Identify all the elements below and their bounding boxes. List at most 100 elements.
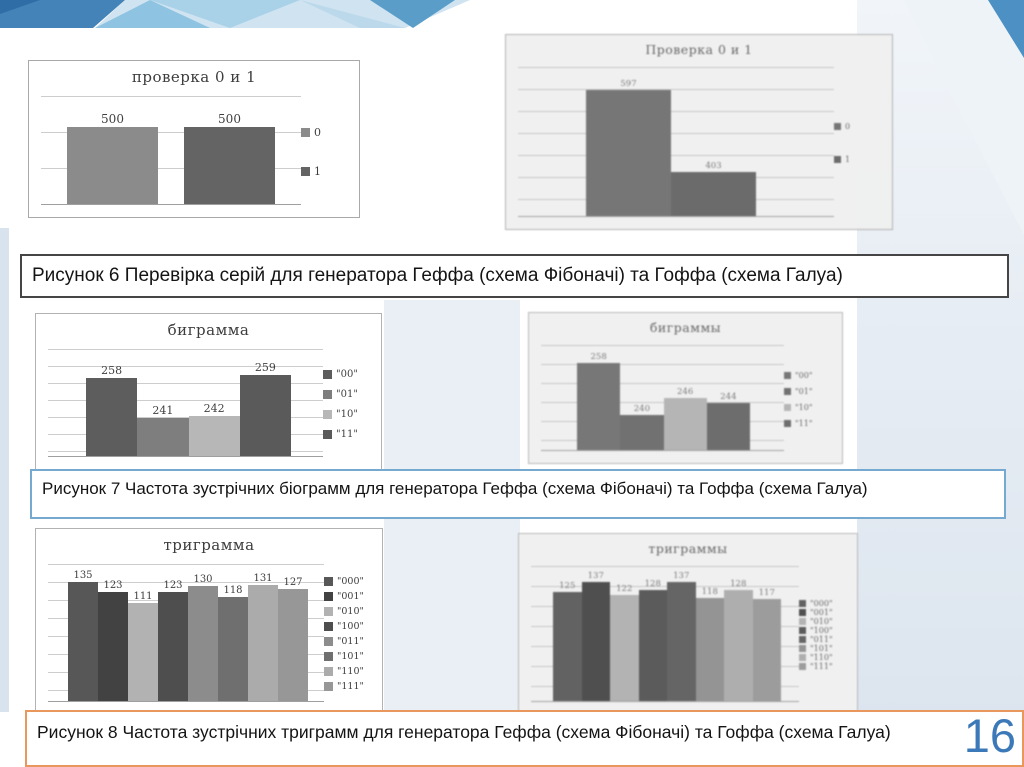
chart-title: биграммы [649, 320, 722, 335]
plot-area: 500 500 [41, 96, 301, 205]
legend-swatch-icon [799, 618, 806, 625]
legend-item: "111" [324, 681, 374, 692]
bar [671, 172, 756, 216]
chart-bigram-goffa: биграммы 258 240 246 244 "00" "01" "10" "11" [528, 312, 843, 464]
legend-label: "111" [337, 681, 364, 692]
legend-label: "000" [337, 576, 364, 587]
bar-value-label: 246 [677, 386, 694, 397]
left-background-strip [0, 228, 9, 712]
bar [752, 599, 781, 701]
figure8-caption: Рисунок 8 Частота зустрічних триграмм дл… [25, 710, 1024, 767]
legend-item: "01" [784, 387, 834, 396]
chart-trigram-geffe: триграмма 135 123 111 123 130 118 131 127 "000"… [35, 528, 383, 715]
bar-00: 258 [577, 345, 621, 450]
chart-title: биграмма [167, 321, 250, 339]
legend-label: "10" [336, 408, 358, 420]
plot-area: 258 240 246 244 [541, 345, 784, 451]
bar-value-label: 403 [705, 161, 722, 172]
legend-item: "001" [799, 608, 849, 617]
legend-item: "11" [784, 419, 834, 428]
bar [638, 589, 667, 701]
legend-item: "01" [323, 389, 373, 400]
legend-label: "100" [337, 621, 364, 632]
legend-label: "110" [337, 666, 364, 677]
legend-item: "10" [323, 409, 373, 420]
legend-label: "11" [795, 418, 813, 428]
legend-swatch-icon [323, 369, 332, 379]
bar [239, 375, 291, 456]
bar-value-label: 135 [73, 569, 93, 581]
legend-label: "001" [337, 591, 364, 602]
legend-swatch-icon [799, 636, 806, 643]
legend-item: 1 [301, 165, 351, 178]
legend-label: 0 [314, 125, 321, 139]
header-decoration [0, 0, 470, 28]
chart-title: проверка 0 и 1 [131, 68, 257, 86]
legend-label: "101" [810, 644, 833, 653]
bar-value-label: 118 [223, 584, 243, 596]
legend-item: "11" [323, 429, 373, 440]
bar-value-label: 122 [616, 583, 633, 594]
bar [553, 592, 582, 701]
chart-legend: "00" "01" "10" "11" [784, 335, 842, 463]
legend-swatch-icon [799, 654, 806, 661]
legend-swatch-icon [301, 166, 310, 176]
bar [695, 598, 724, 701]
legend-item: "010" [799, 617, 849, 626]
bar-101: 118 [218, 564, 248, 701]
bar-value-label: 137 [673, 570, 690, 581]
legend-swatch-icon [324, 577, 333, 586]
chart-bigram-geffe: биграмма 258 241 242 259 "00" "01" "10" "11" [35, 313, 382, 470]
bar-value-label: 128 [730, 578, 747, 589]
bar-011: 130 [188, 564, 218, 701]
bar-001: 137 [581, 566, 610, 701]
bar-000: 125 [553, 566, 582, 701]
bar-value-label: 123 [103, 580, 123, 592]
bar-111: 127 [278, 564, 308, 701]
bar [98, 592, 128, 701]
legend-swatch-icon [784, 403, 791, 411]
plot-area: 258 241 242 259 [48, 349, 323, 457]
legend-swatch-icon [324, 637, 333, 646]
bar-value-label: 118 [701, 587, 718, 598]
chart-title: Проверка 0 и 1 [645, 42, 753, 57]
legend-label: "010" [337, 606, 364, 617]
bar-value-label: 244 [720, 392, 737, 403]
legend-label: "00" [795, 370, 813, 380]
bar [667, 581, 696, 701]
bar [581, 581, 610, 701]
legend-swatch-icon [784, 371, 791, 379]
legend-label: "001" [810, 608, 833, 617]
bar-1: 403 [671, 67, 756, 216]
bar-0: 500 [67, 96, 158, 204]
legend-label: "00" [336, 368, 358, 380]
legend-label: "011" [810, 635, 833, 644]
legend-item: "011" [324, 636, 374, 647]
bar [184, 126, 275, 204]
bar-value-label: 241 [152, 403, 174, 417]
legend-label: "011" [337, 636, 364, 647]
bar-010: 122 [610, 566, 639, 701]
legend-label: "000" [810, 599, 833, 608]
chart-trigram-goffa: триграммы 125 137 122 128 137 118 128 117 "000"… [518, 533, 858, 715]
bar-110: 131 [248, 564, 278, 701]
legend-label: "111" [810, 662, 833, 671]
legend-swatch-icon [834, 123, 841, 130]
bar [278, 588, 308, 701]
legend-swatch-icon [784, 419, 791, 427]
bar-01: 240 [620, 345, 664, 450]
legend-item: "110" [799, 653, 849, 662]
chart-legend: "000" "001" "010" "100" "011" "101" "110" "111" [799, 556, 857, 714]
bar-value-label: 128 [644, 578, 661, 589]
chart-title: триграммы [648, 541, 728, 556]
legend-item: "011" [799, 635, 849, 644]
chart-check-0-1-geffe: проверка 0 и 1 500 500 0 1 [28, 60, 360, 218]
bar-value-label: 500 [101, 111, 124, 126]
legend-swatch-icon [301, 127, 310, 137]
bar-01: 241 [137, 349, 189, 456]
legend-label: "101" [337, 651, 364, 662]
bar [248, 585, 278, 701]
legend-swatch-icon [324, 607, 333, 616]
